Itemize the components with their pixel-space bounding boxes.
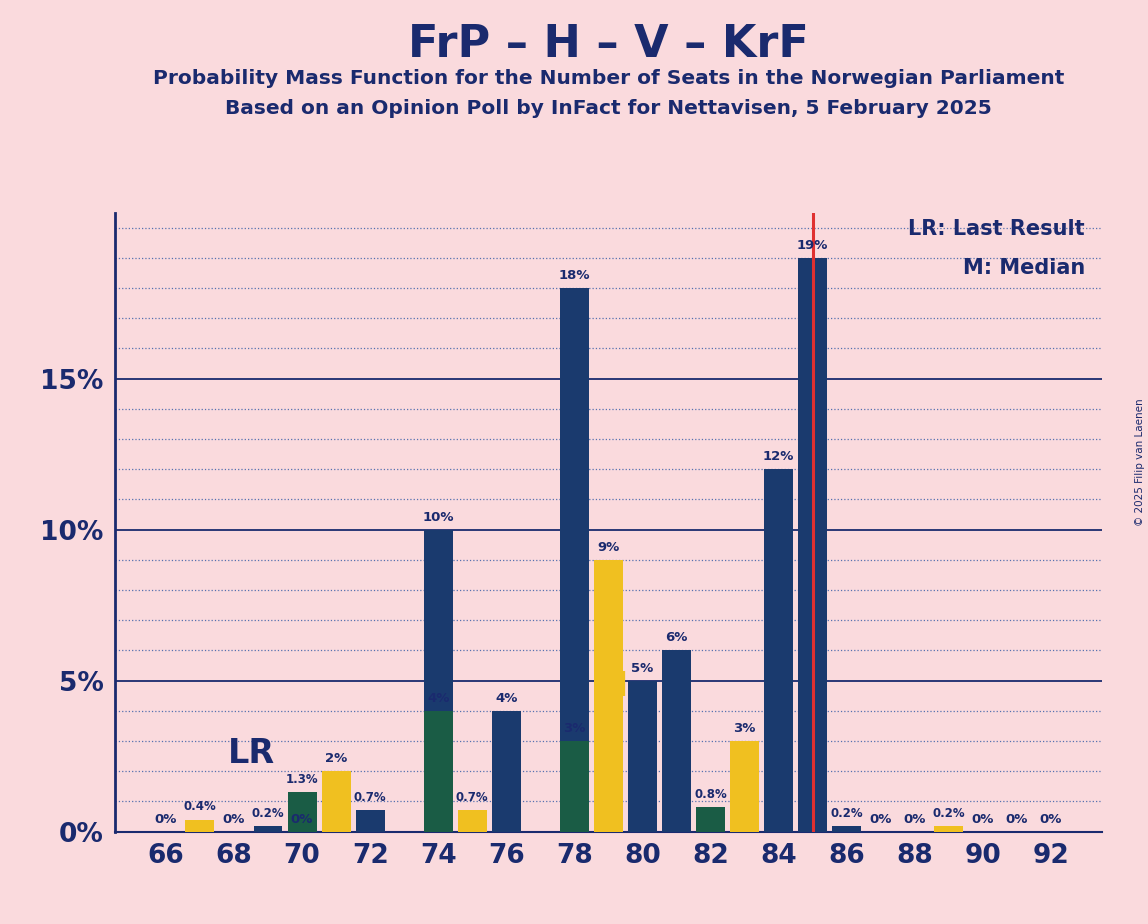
Text: FrP – H – V – KrF: FrP – H – V – KrF <box>408 23 809 67</box>
Text: 1.3%: 1.3% <box>286 773 318 786</box>
Text: M: Median: M: Median <box>963 258 1085 278</box>
Bar <box>321 772 350 832</box>
Text: 0%: 0% <box>903 812 926 825</box>
Bar <box>696 808 726 832</box>
Text: 0.2%: 0.2% <box>251 807 285 820</box>
Text: 3%: 3% <box>734 722 755 735</box>
Text: © 2025 Filip van Laenen: © 2025 Filip van Laenen <box>1135 398 1145 526</box>
Text: 0.7%: 0.7% <box>354 792 387 805</box>
Bar <box>594 560 623 832</box>
Text: 0%: 0% <box>223 812 246 825</box>
Text: 4%: 4% <box>427 692 449 705</box>
Text: 0.7%: 0.7% <box>456 792 489 805</box>
Text: 12%: 12% <box>763 450 794 463</box>
Bar <box>934 825 963 832</box>
Bar <box>254 825 282 832</box>
Text: 0.4%: 0.4% <box>184 800 216 813</box>
Bar <box>730 741 759 832</box>
Text: 3%: 3% <box>564 722 585 735</box>
Bar <box>765 469 793 832</box>
Bar <box>628 681 657 832</box>
Bar <box>424 529 452 832</box>
Text: 0%: 0% <box>155 812 177 825</box>
Text: 5%: 5% <box>631 662 653 675</box>
Text: 6%: 6% <box>666 631 688 644</box>
Bar <box>662 650 691 832</box>
Text: 19%: 19% <box>797 238 829 251</box>
Bar <box>186 820 215 832</box>
Text: 4%: 4% <box>495 692 518 705</box>
Text: M: M <box>595 670 628 703</box>
Bar <box>560 288 589 832</box>
Text: 0%: 0% <box>290 812 313 825</box>
Text: 0%: 0% <box>1006 812 1029 825</box>
Text: 9%: 9% <box>597 541 620 553</box>
Bar <box>832 825 861 832</box>
Text: 2%: 2% <box>325 752 347 765</box>
Text: LR: LR <box>227 736 274 770</box>
Bar <box>491 711 521 832</box>
Bar <box>798 258 828 832</box>
Text: 0.2%: 0.2% <box>830 807 863 820</box>
Text: 0%: 0% <box>971 812 994 825</box>
Bar <box>356 810 385 832</box>
Bar <box>288 793 317 832</box>
Bar <box>560 741 589 832</box>
Text: Based on an Opinion Poll by InFact for Nettavisen, 5 February 2025: Based on an Opinion Poll by InFact for N… <box>225 99 992 118</box>
Text: 10%: 10% <box>422 511 453 524</box>
Bar <box>424 711 452 832</box>
Text: 0.2%: 0.2% <box>932 807 965 820</box>
Text: 0.8%: 0.8% <box>695 788 727 801</box>
Text: LR: Last Result: LR: Last Result <box>908 219 1085 238</box>
Text: 0%: 0% <box>869 812 892 825</box>
Bar <box>458 810 487 832</box>
Text: 0%: 0% <box>1040 812 1062 825</box>
Text: 18%: 18% <box>559 269 590 282</box>
Text: Probability Mass Function for the Number of Seats in the Norwegian Parliament: Probability Mass Function for the Number… <box>153 69 1064 89</box>
